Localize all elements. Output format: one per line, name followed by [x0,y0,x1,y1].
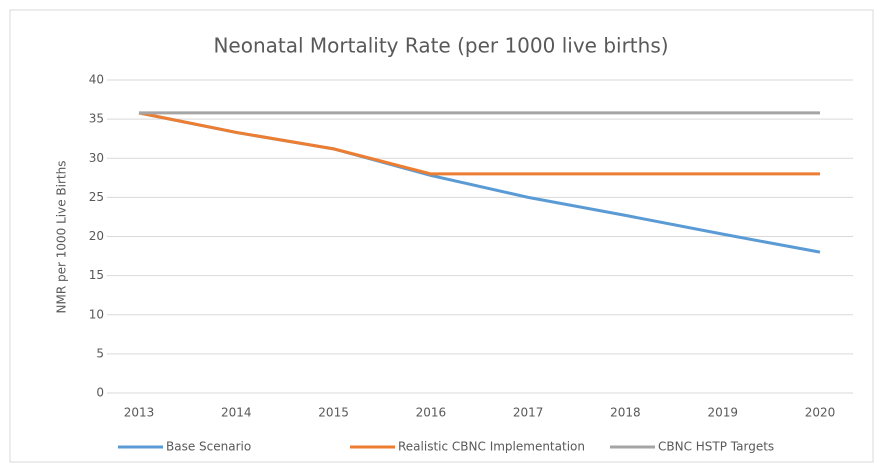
y-tick-label: 35 [89,112,104,126]
legend-label: Base Scenario [166,440,251,454]
data-line [138,111,820,176]
y-axis-label: NMR per 1000 Live Births [55,161,69,314]
x-tick-label: 2018 [610,406,641,420]
x-tick-label: 2016 [416,406,447,420]
y-tick-label: 30 [89,151,104,165]
y-tick-label: 0 [96,386,104,400]
x-tick-label: 2015 [318,406,349,420]
y-tick-label: 25 [89,190,104,204]
y-tick-label: 20 [89,229,104,243]
x-tick-label: 2017 [513,406,544,420]
x-tick-label: 2020 [805,406,836,420]
chart-title: Neonatal Mortality Rate (per 1000 live b… [213,34,668,58]
x-tick-label: 2019 [707,406,738,420]
y-tick-label: 40 [89,73,104,87]
x-tick-label: 2013 [124,406,155,420]
legend-label: CBNC HSTP Targets [658,440,774,454]
x-tick-label: 2014 [221,406,252,420]
y-tick-label: 15 [89,268,104,282]
y-tick-label: 10 [89,307,104,321]
legend-label: Realistic CBNC Implementation [398,440,585,454]
y-tick-label: 5 [96,346,104,360]
